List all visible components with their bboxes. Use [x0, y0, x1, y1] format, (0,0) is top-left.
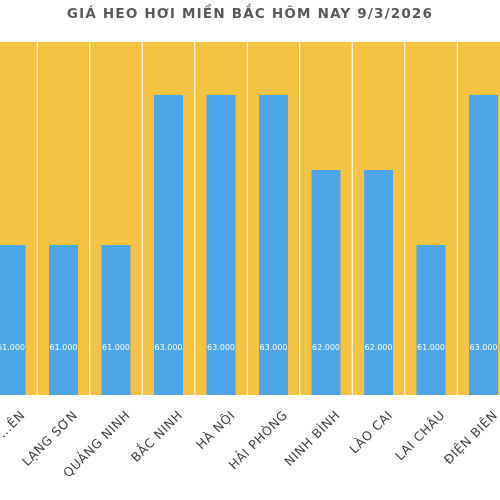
bar-value-label: 63.000 [470, 343, 498, 352]
x-tick-label: NINH BÌNH [281, 407, 343, 469]
bar-value-label: 61.000 [0, 343, 25, 352]
x-tick-label: LÀO CAI [346, 407, 395, 456]
bar [154, 95, 183, 395]
bar [416, 245, 446, 395]
x-tick-label: LAI CHÂU [392, 407, 448, 463]
bar [259, 95, 288, 395]
bar [49, 245, 78, 395]
x-tick-label: ĐIỆN BIÊN [441, 407, 500, 467]
bar [101, 245, 131, 395]
bar-value-label: 63.000 [260, 343, 288, 352]
bar-value-label: 61.000 [417, 343, 445, 352]
x-tick-label: BẮC NINH [127, 407, 185, 465]
bar-value-label: 61.000 [50, 343, 78, 352]
chart-title: GIÁ HEO HƠI MIỀN BẮC HÔM NAY 9/3/2026 [66, 6, 434, 22]
x-tick-label: ...ÊN [0, 407, 28, 440]
bar-value-label: 61.000 [102, 343, 130, 352]
bar [0, 245, 26, 395]
bar-value-label: 63.000 [155, 343, 183, 352]
bar-value-label: 62.000 [365, 343, 393, 352]
bar [364, 170, 393, 395]
bar-value-label: 62.000 [312, 343, 340, 352]
bar-value-label: 63.000 [207, 343, 235, 352]
bar [469, 95, 498, 395]
x-tick-label: HÀ NỘI [193, 407, 238, 452]
bar [206, 95, 236, 395]
bar [311, 170, 341, 395]
